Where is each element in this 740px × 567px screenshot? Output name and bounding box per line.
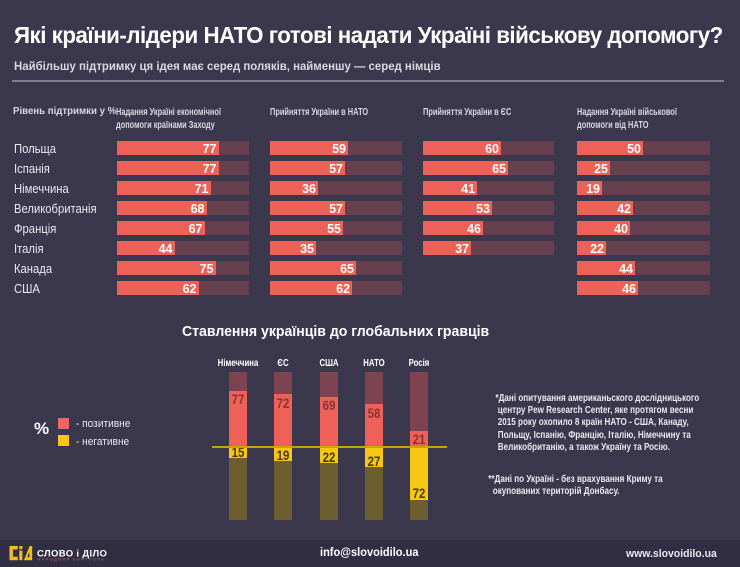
svg-text:СЛОВО і ДІЛО: СЛОВО і ДІЛО (37, 548, 107, 559)
svg-text:НАРОДНИЙ КОНТРОЛЬ: НАРОДНИЙ КОНТРОЛЬ (38, 556, 106, 561)
